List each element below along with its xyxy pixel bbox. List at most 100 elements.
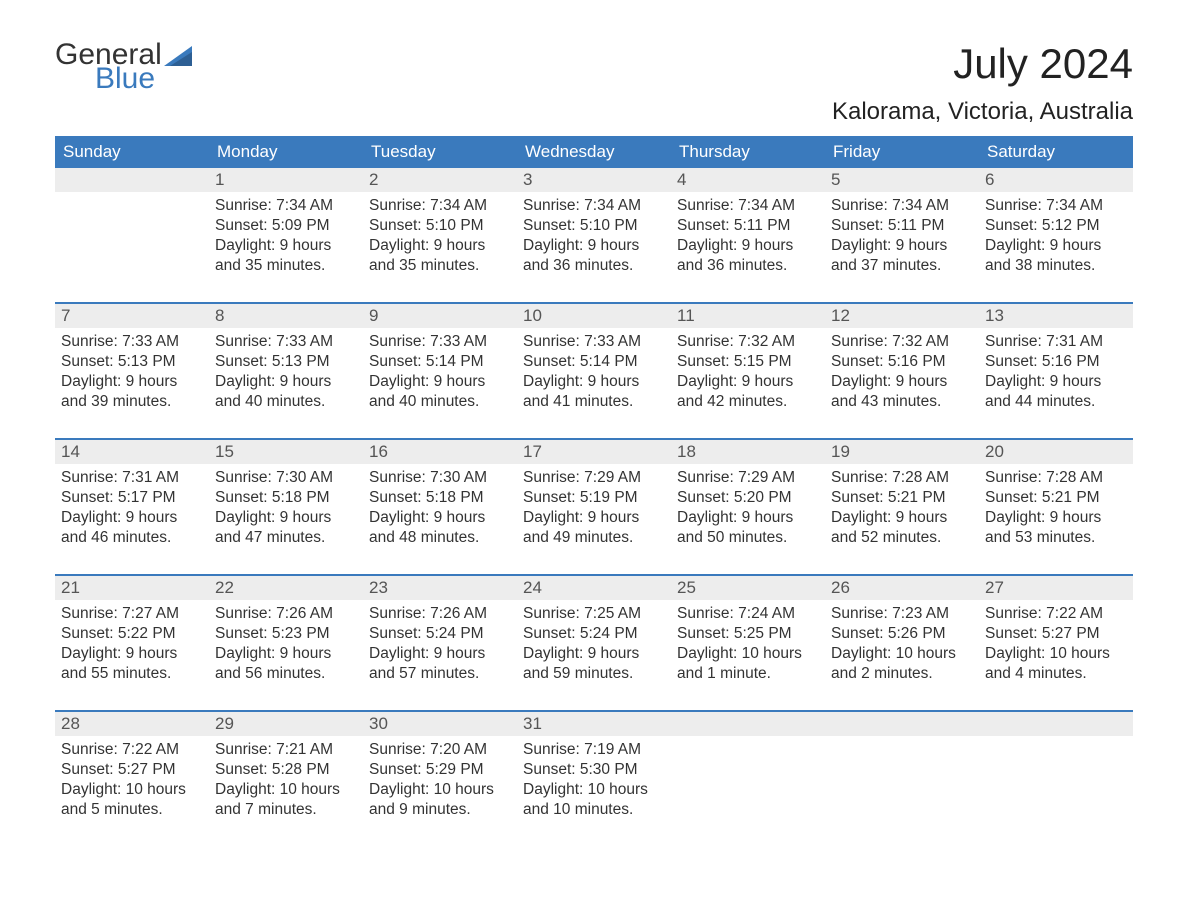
calendar-cell: 8 Sunrise: 7:33 AMSunset: 5:13 PMDaylight… — [209, 304, 363, 424]
sunrise-text: Sunrise: 7:34 AM — [215, 196, 357, 216]
daylight-text: Daylight: 9 hours and 38 minutes. — [985, 236, 1127, 276]
cell-body: Sunrise: 7:28 AMSunset: 5:21 PMDaylight:… — [825, 464, 979, 555]
sunrise-text: Sunrise: 7:33 AM — [215, 332, 357, 352]
sunrise-text: Sunrise: 7:34 AM — [523, 196, 665, 216]
sunrise-text: Sunrise: 7:33 AM — [523, 332, 665, 352]
day-number: 9 — [363, 304, 517, 328]
sunset-text: Sunset: 5:17 PM — [61, 488, 203, 508]
sunset-text: Sunset: 5:21 PM — [985, 488, 1127, 508]
sunset-text: Sunset: 5:11 PM — [831, 216, 973, 236]
day-header: Sunday — [55, 136, 209, 168]
daylight-text: Daylight: 9 hours and 44 minutes. — [985, 372, 1127, 412]
day-number: 2 — [363, 168, 517, 192]
day-number: 25 — [671, 576, 825, 600]
sunrise-text: Sunrise: 7:20 AM — [369, 740, 511, 760]
cell-body: Sunrise: 7:32 AMSunset: 5:16 PMDaylight:… — [825, 328, 979, 419]
cell-body: Sunrise: 7:34 AMSunset: 5:11 PMDaylight:… — [825, 192, 979, 283]
daylight-text: Daylight: 10 hours and 9 minutes. — [369, 780, 511, 820]
daylight-text: Daylight: 9 hours and 59 minutes. — [523, 644, 665, 684]
sunset-text: Sunset: 5:28 PM — [215, 760, 357, 780]
daylight-text: Daylight: 10 hours and 10 minutes. — [523, 780, 665, 820]
flag-icon — [164, 46, 192, 66]
header: General Blue July 2024 Kalorama, Victori… — [55, 40, 1133, 126]
cell-body: Sunrise: 7:19 AMSunset: 5:30 PMDaylight:… — [517, 736, 671, 827]
day-number: 16 — [363, 440, 517, 464]
calendar-cell: 28Sunrise: 7:22 AMSunset: 5:27 PMDayligh… — [55, 712, 209, 832]
daylight-text: Daylight: 9 hours and 52 minutes. — [831, 508, 973, 548]
calendar-cell: 31Sunrise: 7:19 AMSunset: 5:30 PMDayligh… — [517, 712, 671, 832]
day-number — [825, 712, 979, 736]
cell-body: Sunrise: 7:32 AMSunset: 5:15 PMDaylight:… — [671, 328, 825, 419]
sunrise-text: Sunrise: 7:25 AM — [523, 604, 665, 624]
calendar-cell: 15Sunrise: 7:30 AMSunset: 5:18 PMDayligh… — [209, 440, 363, 560]
day-header: Tuesday — [363, 136, 517, 168]
calendar-cell: 7Sunrise: 7:33 AMSunset: 5:13 PMDaylight… — [55, 304, 209, 424]
sunrise-text: Sunrise: 7:29 AM — [677, 468, 819, 488]
day-number: 21 — [55, 576, 209, 600]
daylight-text: Daylight: 9 hours and 55 minutes. — [61, 644, 203, 684]
day-number: 27 — [979, 576, 1133, 600]
day-number: 20 — [979, 440, 1133, 464]
day-number: 17 — [517, 440, 671, 464]
daylight-text: Daylight: 9 hours and 42 minutes. — [677, 372, 819, 412]
sunset-text: Sunset: 5:27 PM — [985, 624, 1127, 644]
calendar-cell: 29Sunrise: 7:21 AMSunset: 5:28 PMDayligh… — [209, 712, 363, 832]
location-text: Kalorama, Victoria, Australia — [832, 98, 1133, 126]
day-number: 8 — [209, 304, 363, 328]
sunrise-text: Sunrise: 7:26 AM — [215, 604, 357, 624]
daylight-text: Daylight: 9 hours and 36 minutes. — [523, 236, 665, 276]
daylight-text: Daylight: 9 hours and 41 minutes. — [523, 372, 665, 412]
sunrise-text: Sunrise: 7:33 AM — [369, 332, 511, 352]
sunset-text: Sunset: 5:20 PM — [677, 488, 819, 508]
sunrise-text: Sunrise: 7:28 AM — [985, 468, 1127, 488]
calendar-cell — [825, 712, 979, 832]
cell-body: Sunrise: 7:25 AMSunset: 5:24 PMDaylight:… — [517, 600, 671, 691]
day-number: 5 — [825, 168, 979, 192]
day-header: Monday — [209, 136, 363, 168]
calendar-cell: 27Sunrise: 7:22 AMSunset: 5:27 PMDayligh… — [979, 576, 1133, 696]
sunset-text: Sunset: 5:21 PM — [831, 488, 973, 508]
calendar-cell: 21Sunrise: 7:27 AMSunset: 5:22 PMDayligh… — [55, 576, 209, 696]
sunrise-text: Sunrise: 7:29 AM — [523, 468, 665, 488]
cell-body: Sunrise: 7:31 AMSunset: 5:16 PMDaylight:… — [979, 328, 1133, 419]
sunset-text: Sunset: 5:19 PM — [523, 488, 665, 508]
sunset-text: Sunset: 5:18 PM — [369, 488, 511, 508]
calendar-cell: 23Sunrise: 7:26 AMSunset: 5:24 PMDayligh… — [363, 576, 517, 696]
sunset-text: Sunset: 5:24 PM — [523, 624, 665, 644]
daylight-text: Daylight: 10 hours and 2 minutes. — [831, 644, 973, 684]
sunrise-text: Sunrise: 7:21 AM — [215, 740, 357, 760]
calendar-cell — [671, 712, 825, 832]
day-number: 4 — [671, 168, 825, 192]
sunrise-text: Sunrise: 7:19 AM — [523, 740, 665, 760]
sunset-text: Sunset: 5:13 PM — [215, 352, 357, 372]
daylight-text: Daylight: 9 hours and 50 minutes. — [677, 508, 819, 548]
day-number: 28 — [55, 712, 209, 736]
day-number: 22 — [209, 576, 363, 600]
sunset-text: Sunset: 5:29 PM — [369, 760, 511, 780]
week-row: 7Sunrise: 7:33 AMSunset: 5:13 PMDaylight… — [55, 302, 1133, 424]
day-number: 7 — [55, 304, 209, 328]
sunrise-text: Sunrise: 7:23 AM — [831, 604, 973, 624]
cell-body: Sunrise: 7:26 AMSunset: 5:23 PMDaylight:… — [209, 600, 363, 691]
cell-body: Sunrise: 7:33 AMSunset: 5:14 PMDaylight:… — [363, 328, 517, 419]
sunset-text: Sunset: 5:10 PM — [523, 216, 665, 236]
sunrise-text: Sunrise: 7:24 AM — [677, 604, 819, 624]
sunrise-text: Sunrise: 7:31 AM — [61, 468, 203, 488]
daylight-text: Daylight: 9 hours and 47 minutes. — [215, 508, 357, 548]
sunset-text: Sunset: 5:09 PM — [215, 216, 357, 236]
daylight-text: Daylight: 9 hours and 40 minutes. — [215, 372, 357, 412]
sunrise-text: Sunrise: 7:26 AM — [369, 604, 511, 624]
sunset-text: Sunset: 5:16 PM — [831, 352, 973, 372]
cell-body: Sunrise: 7:33 AMSunset: 5:14 PMDaylight:… — [517, 328, 671, 419]
cell-body: Sunrise: 7:20 AMSunset: 5:29 PMDaylight:… — [363, 736, 517, 827]
sunset-text: Sunset: 5:14 PM — [523, 352, 665, 372]
calendar-cell: 24Sunrise: 7:25 AMSunset: 5:24 PMDayligh… — [517, 576, 671, 696]
sunset-text: Sunset: 5:18 PM — [215, 488, 357, 508]
daylight-text: Daylight: 9 hours and 56 minutes. — [215, 644, 357, 684]
sunset-text: Sunset: 5:30 PM — [523, 760, 665, 780]
day-number: 11 — [671, 304, 825, 328]
daylight-text: Daylight: 10 hours and 5 minutes. — [61, 780, 203, 820]
day-number: 29 — [209, 712, 363, 736]
cell-body: Sunrise: 7:26 AMSunset: 5:24 PMDaylight:… — [363, 600, 517, 691]
cell-body: Sunrise: 7:21 AMSunset: 5:28 PMDaylight:… — [209, 736, 363, 827]
